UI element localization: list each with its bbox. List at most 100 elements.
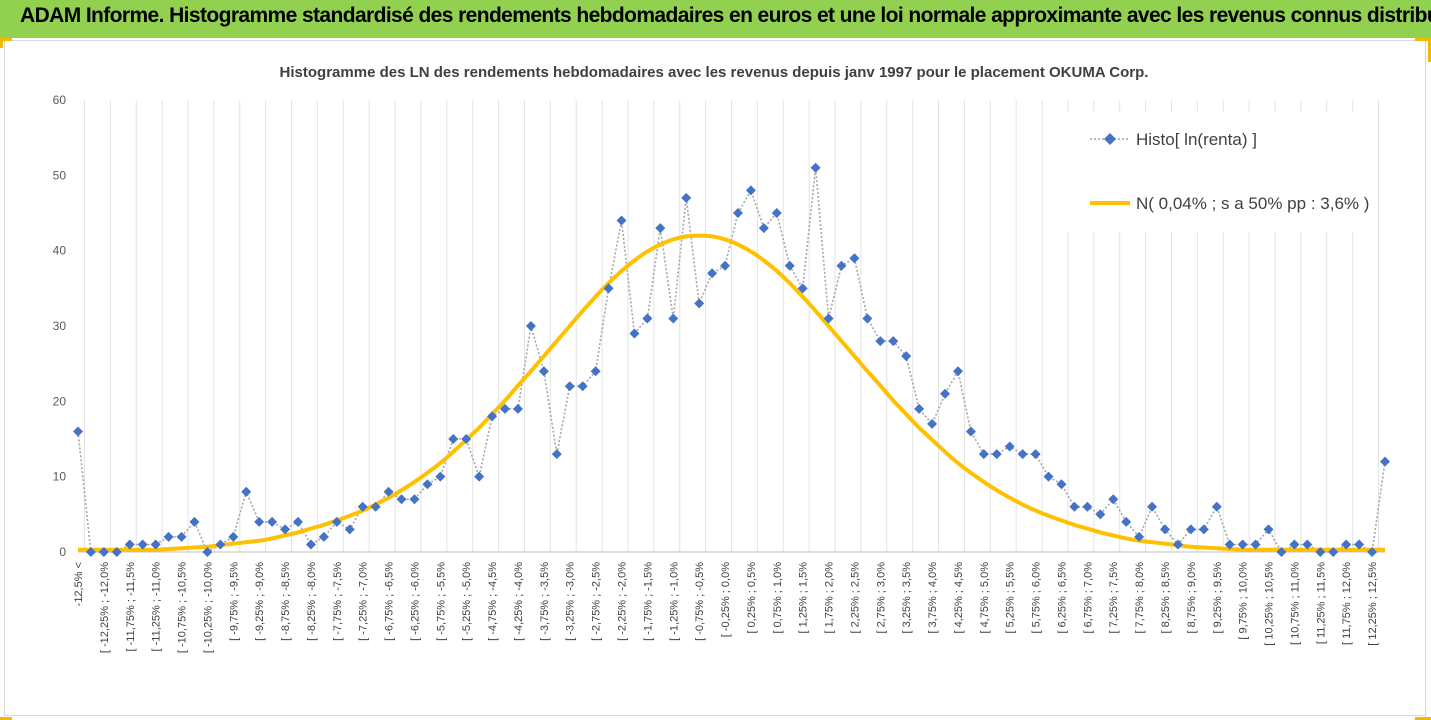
- histo-point: [1380, 456, 1390, 467]
- corner-marker-bottom-left: [0, 717, 12, 720]
- x-tick-label: [ 9,75% ; 10,0%: [1238, 562, 1250, 640]
- histo-point: [1108, 494, 1119, 505]
- x-tick-label: [ -9,25% ; -9,0%: [254, 562, 266, 641]
- histo-point: [564, 381, 575, 392]
- y-tick-label: 60: [53, 93, 67, 107]
- histo-point: [448, 434, 459, 444]
- x-tick-label: [ -4,25% ; -4,0%: [513, 562, 525, 641]
- x-axis: -12,5% < [ -12,25% ; -12,0% [ -11,75% ; -1…: [73, 551, 1385, 653]
- histo-point: [1095, 509, 1106, 520]
- banner-title: ADAM Informe. Histogramme standardisé de…: [20, 4, 1431, 27]
- y-tick-label: 40: [53, 244, 67, 258]
- corner-marker-top-right: [1415, 38, 1431, 41]
- histo-point: [1263, 524, 1274, 535]
- histo-point: [888, 336, 899, 347]
- histo-point: [1341, 539, 1352, 550]
- chart-frame: [4, 40, 1426, 716]
- histo-point: [73, 426, 83, 437]
- histo-point: [331, 516, 342, 527]
- histo-point: [616, 215, 627, 226]
- histo-point: [797, 283, 808, 294]
- histo-point: [1211, 501, 1222, 512]
- x-tick-label: [ 0,25% ; 0,5%: [746, 562, 758, 634]
- histo-point: [991, 449, 1002, 460]
- histo-point: [215, 539, 226, 550]
- x-tick-label: [ -1,25% ; -1,0%: [668, 562, 680, 641]
- histo-point: [603, 283, 614, 294]
- histo-point: [642, 313, 653, 324]
- histo-point: [655, 223, 666, 234]
- histo-point: [396, 494, 407, 505]
- x-tick-label: [ -4,75% ; -4,5%: [487, 562, 499, 641]
- histo-point: [810, 162, 821, 173]
- histo-point: [357, 501, 368, 512]
- histo-point: [1121, 516, 1132, 527]
- histo-point: [1056, 479, 1067, 490]
- histo-point: [487, 411, 498, 422]
- x-tick-label: [ 11,25% ; 11,5%: [1315, 562, 1327, 644]
- histo-point: [927, 418, 938, 429]
- histo-point: [292, 516, 303, 527]
- x-tick-label: [ 2,75% ; 3,0%: [875, 562, 887, 634]
- histo-point: [707, 268, 718, 279]
- histo-point: [267, 516, 278, 527]
- histo-point: [978, 449, 989, 460]
- histo-point: [1237, 539, 1248, 550]
- histo-point: [668, 313, 679, 324]
- y-tick-label: 50: [53, 168, 67, 182]
- histo-point: [551, 449, 562, 460]
- histo-point: [189, 516, 200, 527]
- y-axis: 0 10 20 30 40 50 60: [53, 93, 67, 559]
- histo-point: [124, 539, 135, 550]
- histo-point: [254, 516, 265, 527]
- histo-point: [836, 260, 847, 271]
- corner-marker-top-right-v: [1428, 38, 1431, 62]
- x-tick-label: [ 10,75% ; 11,0%: [1289, 562, 1301, 645]
- x-tick-label: [ 4,25% ; 4,5%: [953, 562, 965, 634]
- histo-point: [525, 321, 536, 331]
- histo-point: [435, 471, 446, 482]
- x-tick-label: [ 4,75% ; 5,0%: [979, 562, 991, 634]
- x-tick-label: [ 7,25% ; 7,5%: [1108, 562, 1120, 634]
- histo-point: [965, 426, 976, 437]
- x-tick-label: [ -6,75% ; -6,5%: [384, 562, 396, 641]
- legend: Histo[ ln(renta) ] N( 0,04% ; s a 50% pp …: [1058, 112, 1376, 232]
- x-tick-label: [ 11,75% ; 12,0%: [1341, 562, 1353, 645]
- x-tick-label: [ 7,75% ; 8,0%: [1134, 562, 1146, 634]
- histo-point: [409, 494, 420, 505]
- histo-point: [1147, 501, 1158, 512]
- y-tick-label: 10: [53, 470, 67, 484]
- histo-point: [720, 260, 731, 271]
- histo-point: [1367, 547, 1378, 557]
- x-tick-label: [ 12,25% ; 12,5%: [1367, 562, 1379, 646]
- histo-point: [461, 434, 472, 444]
- histo-point: [1185, 524, 1196, 535]
- normal-curve: [77, 233, 1385, 552]
- x-tick-label: [ 8,25% ; 8,5%: [1160, 562, 1172, 634]
- histo-point: [512, 403, 523, 414]
- y-tick-label: 20: [53, 394, 67, 408]
- grid-layer: [83, 100, 1380, 552]
- histo-point: [1004, 441, 1015, 452]
- histo-point: [1276, 547, 1287, 557]
- histo-point: [745, 185, 756, 196]
- x-tick-label: [ -10,75% ; -10,5%: [177, 562, 189, 653]
- x-tick-label: [ -2,75% ; -2,5%: [591, 562, 603, 641]
- x-tick-label: [ -11,75% ; -11,5%: [125, 562, 137, 652]
- histo-point: [784, 260, 795, 271]
- histo-point: [150, 539, 161, 550]
- x-tick-label: [ -8,25% ; -8,0%: [306, 562, 318, 641]
- histo-point: [280, 524, 291, 535]
- histo-point: [474, 471, 485, 482]
- histo-point: [1198, 524, 1209, 535]
- x-tick-label: [ -0,75% ; -0,5%: [694, 562, 706, 641]
- histo-point: [875, 336, 886, 347]
- x-tick-label: [ 1,25% ; 1,5%: [798, 562, 810, 634]
- histo-point: [163, 531, 174, 542]
- histo-point: [694, 298, 705, 309]
- x-tick-label: [ -11,25% ; -11,0%: [151, 562, 163, 652]
- histo-point: [241, 486, 252, 497]
- histo-point: [1043, 471, 1054, 482]
- x-tick-label: [ 6,25% ; 6,5%: [1056, 562, 1068, 634]
- x-tick-label: [ -2,25% ; -2,0%: [617, 562, 629, 641]
